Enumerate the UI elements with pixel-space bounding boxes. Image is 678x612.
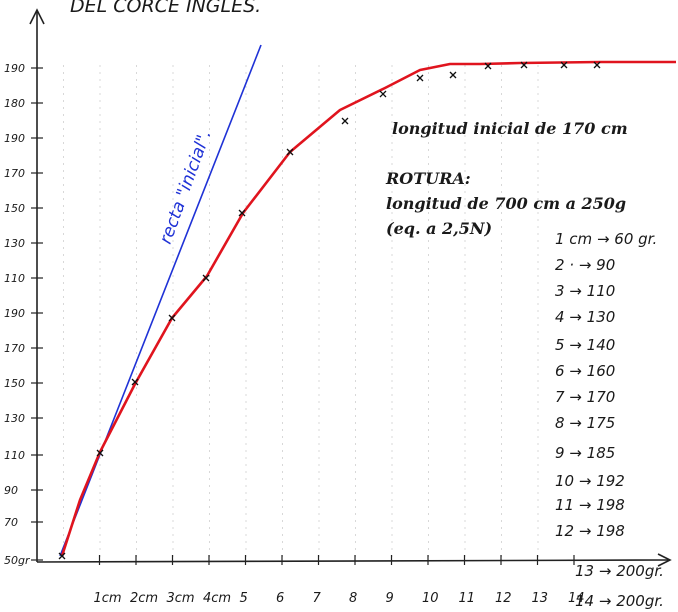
y-tick-label: 150 xyxy=(4,202,25,215)
y-axis-arrow xyxy=(29,8,45,25)
fit-curve xyxy=(60,60,676,557)
data-point xyxy=(96,449,104,457)
y-tick-label: 110 xyxy=(4,449,25,462)
y-tick-label: 90 xyxy=(4,484,18,497)
page-title: DEL CORCE INGLES. xyxy=(70,0,261,17)
x-tick-label: 6 xyxy=(276,591,284,606)
x-tick-label: 4cm xyxy=(203,591,231,606)
initial-length-note: longitud inicial de 170 cm xyxy=(392,119,628,138)
table-row: 9 → 185 xyxy=(555,444,615,462)
x-tick-label: 1cm xyxy=(94,591,122,606)
x-tick-label: 9 xyxy=(386,591,394,606)
data-point xyxy=(286,148,294,156)
table-row: 11 → 198 xyxy=(555,496,625,514)
table-row: 8 → 175 xyxy=(555,414,615,432)
table-row: 13 → 200gr. xyxy=(575,562,664,580)
x-tick-label: 13 xyxy=(532,591,549,606)
x-tick-label: 8 xyxy=(349,591,357,606)
table-row: 5 → 140 xyxy=(555,336,615,354)
table-row: 3 → 110 xyxy=(555,282,615,300)
y-tick-label: 180 xyxy=(4,97,25,110)
data-point xyxy=(131,378,139,386)
initial-line xyxy=(59,44,262,557)
x-tick-label: 10 xyxy=(422,591,439,606)
data-point xyxy=(58,552,66,560)
table-row: 14 → 200gr. xyxy=(575,592,664,610)
x-axis xyxy=(36,559,671,563)
data-point xyxy=(593,61,601,69)
table-row: 1 cm → 60 gr. xyxy=(555,230,657,248)
axes xyxy=(29,8,672,567)
table-row: 7 → 170 xyxy=(555,388,615,406)
data-point xyxy=(484,62,492,70)
grid xyxy=(63,65,539,560)
rupture-equivalence: (eq. a 2,5N) xyxy=(386,219,492,238)
y-tick-label: 130 xyxy=(4,412,25,425)
x-tick-label: 5 xyxy=(240,591,248,606)
y-tick-label: 70 xyxy=(4,516,18,529)
data-point xyxy=(416,74,424,82)
data-point xyxy=(202,274,210,282)
data-point xyxy=(341,117,349,125)
data-point xyxy=(238,209,246,217)
y-tick-label: 110 xyxy=(4,272,25,285)
y-tick-labels: 50gr 70 90 110 130 150 170 190 110 130 150 170 190 18… xyxy=(4,62,31,567)
data-point xyxy=(449,71,457,79)
y-tick-label: 50gr xyxy=(4,554,31,567)
y-tick-label: 190 xyxy=(4,307,25,320)
y-tick-label: 170 xyxy=(4,342,25,355)
x-tick-label: 11 xyxy=(459,591,476,606)
y-tick-label: 190 xyxy=(4,62,25,75)
data-points xyxy=(58,61,601,560)
table-row: 2 · → 90 xyxy=(555,256,615,274)
data-table: 1 cm → 60 gr. 2 · → 90 3 → 110 4 → 130 5 → 1… xyxy=(555,230,664,610)
rupture-title: ROTURA: xyxy=(385,169,471,188)
x-tick-label: 14 xyxy=(568,591,585,606)
initial-line-label: recta "inicial". xyxy=(156,127,216,246)
y-tick-label: 150 xyxy=(4,377,25,390)
data-point xyxy=(168,314,176,322)
table-row: 12 → 198 xyxy=(555,522,625,540)
series-lines xyxy=(59,44,676,557)
y-tick-label: 130 xyxy=(4,237,25,250)
x-tick-label: 12 xyxy=(495,591,512,606)
table-row: 6 → 160 xyxy=(555,362,615,380)
x-axis-arrow xyxy=(657,553,672,567)
x-tick-labels: 1cm 2cm 3cm 4cm 5 6 7 8 9 10 11 12 13 14 xyxy=(94,591,585,606)
table-row: 10 → 192 xyxy=(555,472,625,490)
rupture-length: longitud de 700 cm a 250g xyxy=(386,194,626,213)
data-point xyxy=(379,90,387,98)
x-tick-label: 3cm xyxy=(167,591,195,606)
y-tick-label: 170 xyxy=(4,167,25,180)
x-tick-label: 2cm xyxy=(130,591,158,606)
x-tick-label: 7 xyxy=(313,591,322,606)
y-tick-label: 190 xyxy=(4,132,25,145)
data-point xyxy=(520,61,528,69)
data-point xyxy=(560,61,568,69)
table-row: 4 → 130 xyxy=(555,308,615,326)
